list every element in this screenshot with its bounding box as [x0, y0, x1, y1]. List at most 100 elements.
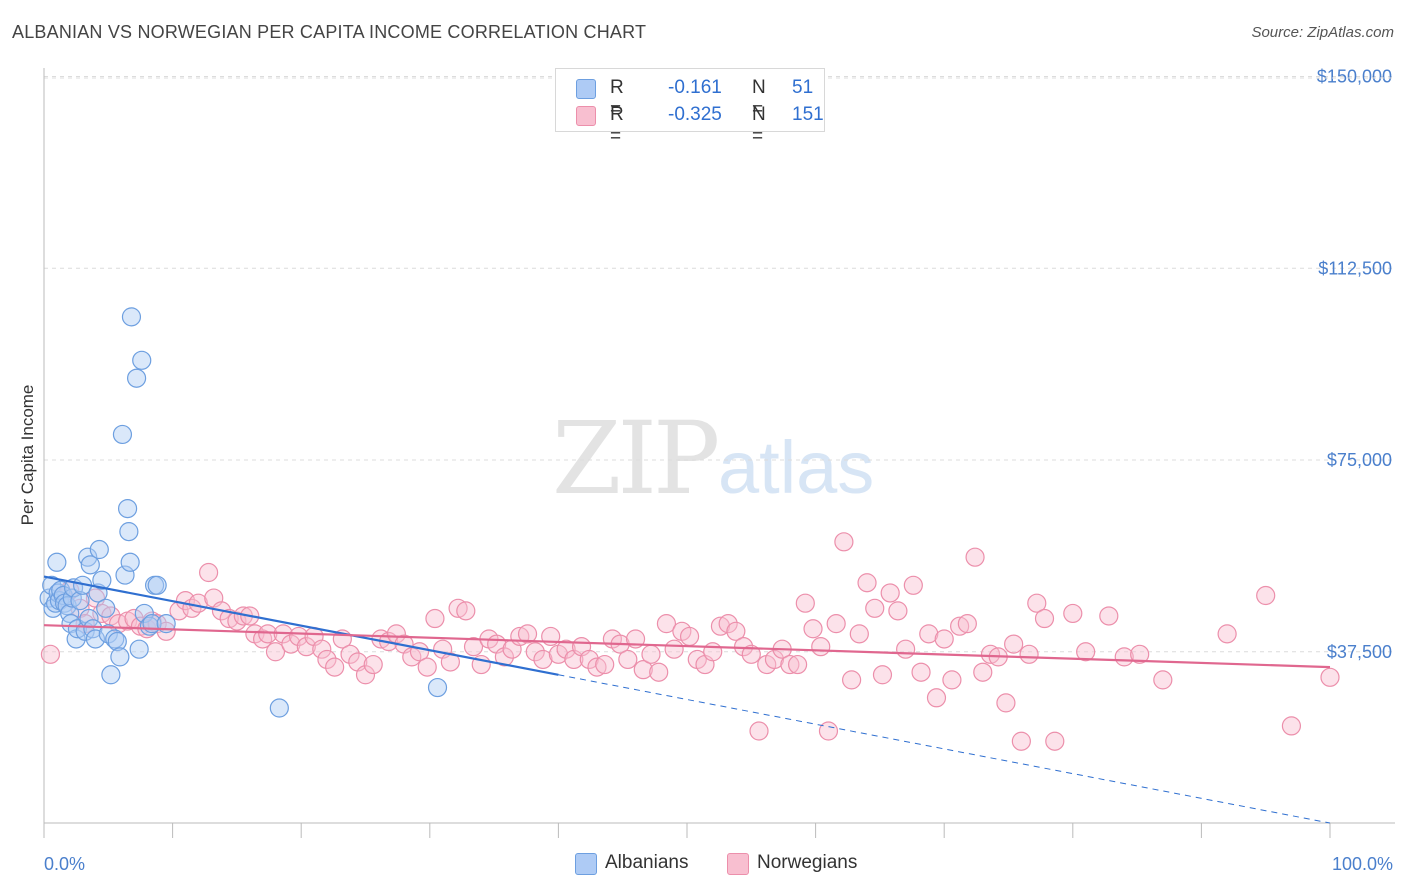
norwegians-point	[463, 637, 484, 657]
y-tick-label: $75,000	[1327, 450, 1392, 470]
norwegians-point	[865, 598, 885, 618]
norwegians-point	[726, 621, 746, 641]
norwegians-point	[656, 614, 677, 634]
norwegians-point	[355, 665, 376, 685]
albanians-point	[121, 307, 142, 327]
albanians-point	[132, 350, 152, 370]
norwegians-point	[710, 616, 731, 636]
norwegians-point	[533, 649, 553, 670]
albanians-point	[89, 539, 109, 560]
r-label: R =	[610, 104, 624, 147]
norwegians-point	[1063, 603, 1083, 624]
albanians-trend-line	[43, 575, 559, 676]
albanians-point	[62, 588, 82, 608]
legend-label: Norwegians	[757, 852, 858, 873]
norwegians-point	[556, 639, 576, 659]
n-value: 151	[792, 104, 824, 125]
norwegians-point	[633, 660, 653, 680]
norwegians-point	[440, 652, 460, 672]
albanians-point	[107, 631, 127, 652]
norwegians-point	[911, 662, 931, 682]
norwegians-point	[227, 611, 247, 631]
norwegians-point	[1099, 606, 1119, 626]
norwegians-point	[980, 644, 1001, 664]
norwegians-point	[494, 647, 514, 667]
norwegians-point	[795, 593, 815, 613]
norwegians-point	[834, 532, 854, 552]
albanians-point	[139, 616, 160, 636]
albanians-point	[126, 368, 147, 388]
norwegians-point	[926, 688, 947, 708]
norwegians-point	[456, 601, 476, 621]
norwegians-point	[649, 662, 669, 682]
albanians-point	[120, 552, 140, 572]
norwegians-point	[579, 649, 599, 670]
norwegians-point	[340, 644, 360, 664]
norwegians-point	[1027, 593, 1047, 613]
albanians-point	[105, 629, 125, 649]
norwegians-point	[281, 634, 301, 654]
norwegians-point	[641, 644, 661, 664]
albanians-point	[47, 552, 67, 572]
watermark-atlas: atlas	[718, 426, 875, 509]
norwegians-point	[317, 649, 337, 670]
norwegians-point	[363, 654, 383, 675]
norwegians-point	[618, 649, 638, 670]
albanians-point	[269, 698, 289, 718]
legend-label: Albanians	[605, 852, 689, 873]
albanians-point	[101, 665, 121, 685]
albanians-point	[110, 647, 130, 667]
norwegians-point	[811, 637, 831, 657]
albanians-swatch	[576, 79, 596, 99]
norwegians-point	[448, 598, 468, 618]
norwegians-point	[888, 601, 908, 621]
norwegians-point	[1034, 608, 1055, 629]
norwegians-point	[1153, 670, 1173, 690]
norwegians-point	[1004, 634, 1024, 654]
norwegians-point	[818, 721, 839, 741]
norwegians-point	[803, 619, 823, 639]
norwegians-point	[40, 644, 61, 664]
n-label: N =	[752, 77, 766, 120]
r-label: R =	[610, 77, 624, 120]
norwegians-point	[1281, 716, 1302, 736]
norwegians-point	[957, 614, 977, 634]
norwegians-point	[219, 608, 239, 629]
norwegians-point	[325, 657, 345, 677]
norwegians-point	[664, 639, 684, 659]
albanians-point	[60, 603, 80, 624]
x-tick-label: 100.0%	[1332, 854, 1393, 874]
albanians-point	[115, 565, 135, 585]
albanians-point	[129, 639, 149, 659]
norwegians-trend-line	[43, 624, 1331, 669]
albanians-point	[427, 677, 448, 698]
norwegians-point	[749, 721, 769, 741]
norwegians-point	[312, 639, 332, 659]
norwegians-point	[253, 629, 273, 649]
norwegians-point	[942, 670, 962, 690]
albanians-point	[112, 424, 133, 445]
albanians-point	[78, 547, 98, 567]
norwegians-point	[1019, 644, 1039, 664]
albanians-point	[92, 570, 112, 590]
chart-title: ALBANIAN VS NORWEGIAN PER CAPITA INCOME …	[12, 22, 647, 42]
x-tick-label: 0.0%	[44, 854, 85, 874]
norwegians-point	[517, 624, 538, 644]
norwegians-point	[741, 644, 761, 664]
albanians-point	[96, 598, 116, 618]
norwegians-point	[872, 665, 893, 685]
norwegians-point	[703, 642, 723, 662]
n-label: N =	[752, 104, 766, 147]
norwegians-point	[787, 654, 808, 675]
norwegians-point	[826, 614, 846, 634]
norwegians-point	[1076, 642, 1096, 662]
norwegians-point	[1130, 644, 1150, 664]
norwegians-point	[764, 649, 785, 670]
legend-item-norwegians: Norwegians	[727, 852, 877, 876]
albanians-point	[70, 591, 90, 611]
norwegians-point	[265, 642, 286, 662]
albanians-point	[80, 555, 100, 575]
norwegians-point	[903, 575, 923, 595]
norwegians-point	[595, 654, 615, 675]
norwegians-swatch	[727, 853, 749, 875]
